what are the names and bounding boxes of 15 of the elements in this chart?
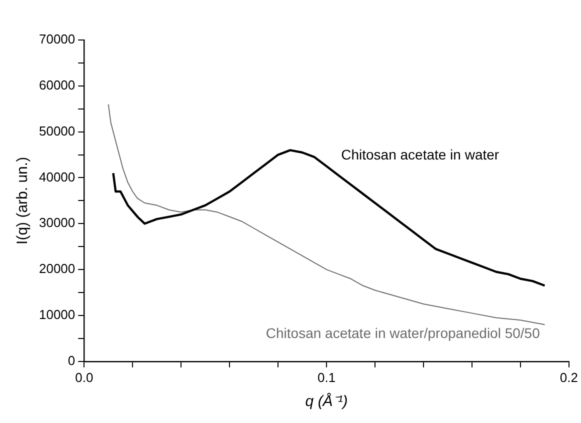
series-label: Chitosan acetate in water [341,146,500,163]
series-label: Chitosan acetate in water/propanediol 50/50 [266,324,540,341]
y-tick-label: 0 [68,352,76,368]
y-tick-label: 30000 [38,215,76,230]
y-tick-label: 70000 [38,32,76,47]
y-tick-label: 20000 [38,261,76,276]
y-tick-label: 10000 [38,307,76,322]
y-tick-label: 50000 [38,123,76,138]
y-axis-title: I(q) (arb. un.) [14,156,32,244]
y-tick-label: 40000 [38,169,76,184]
y-tick-label: 60000 [38,77,76,92]
x-tick-label: 0.2 [560,370,578,385]
x-axis-title: q (Å⁻¹) [305,392,348,410]
x-tick-label: 0.0 [75,370,94,385]
x-tick-label: 0.1 [318,370,336,385]
